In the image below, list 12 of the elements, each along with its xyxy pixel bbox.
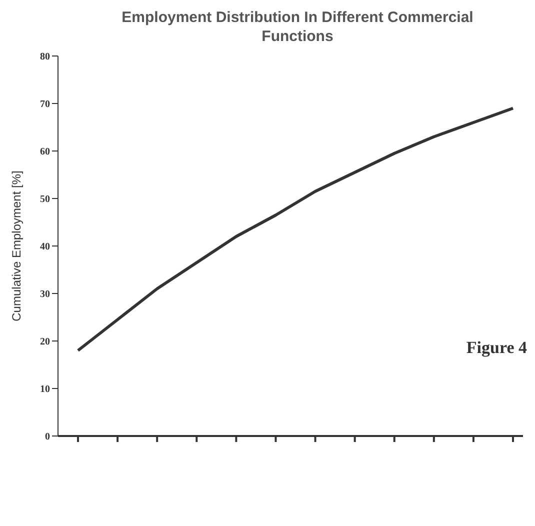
y-tick-label: 40	[40, 242, 50, 253]
y-tick-label: 20	[40, 336, 50, 348]
y-tick-label: 0	[45, 432, 50, 443]
chart-title: Employment Distribution In Different Commercial Functions	[120, 8, 474, 46]
y-axis-title: Cumulative Employment [%]	[9, 170, 24, 322]
y-tick-label: 80	[40, 52, 50, 63]
annotation: Figure 4	[466, 338, 527, 358]
y-tick-label: 50	[40, 194, 50, 206]
y-tick-label: 30	[40, 289, 50, 300]
y-tick-label: 70	[40, 99, 50, 110]
y-tick-label: 60	[40, 146, 50, 158]
y-tick-label: 10	[40, 384, 50, 396]
